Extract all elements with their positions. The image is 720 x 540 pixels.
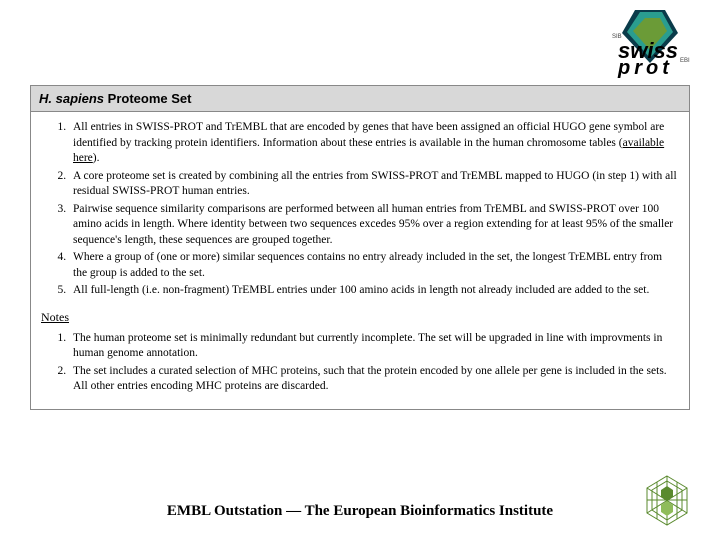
- ebi-logo: [642, 473, 692, 528]
- list-item: The human proteome set is minimally redu…: [69, 331, 679, 362]
- header-species: H. sapiens: [39, 91, 104, 106]
- list-item: A core proteome set is created by combin…: [69, 169, 679, 200]
- header-title: Proteome Set: [104, 91, 191, 106]
- item-text: Where a group of (one or more) similar s…: [73, 251, 662, 279]
- item-text: All entries in SWISS-PROT and TrEMBL tha…: [73, 121, 664, 149]
- steps-list: All entries in SWISS-PROT and TrEMBL tha…: [41, 120, 679, 299]
- list-item: The set includes a curated selection of …: [69, 364, 679, 395]
- svg-text:SIB: SIB: [612, 34, 622, 40]
- footer-text: EMBL Outstation — The European Bioinform…: [0, 503, 720, 520]
- panel-header: H. sapiens Proteome Set: [31, 86, 689, 112]
- list-item: All entries in SWISS-PROT and TrEMBL tha…: [69, 120, 679, 167]
- notes-heading: Notes: [41, 309, 679, 325]
- item-text-after: ).: [93, 152, 100, 164]
- panel-body: All entries in SWISS-PROT and TrEMBL tha…: [31, 112, 689, 409]
- list-item: Pairwise sequence similarity comparisons…: [69, 202, 679, 249]
- list-item: Where a group of (one or more) similar s…: [69, 250, 679, 281]
- item-text: A core proteome set is created by combin…: [73, 170, 677, 198]
- svg-text:EBI: EBI: [680, 58, 690, 64]
- list-item: All full-length (i.e. non-fragment) TrEM…: [69, 283, 679, 299]
- swissprot-logo: swiss prot SIB EBI: [550, 8, 690, 78]
- item-text: All full-length (i.e. non-fragment) TrEM…: [73, 284, 649, 296]
- notes-list: The human proteome set is minimally redu…: [41, 331, 679, 395]
- svg-text:prot: prot: [617, 57, 673, 78]
- item-text: Pairwise sequence similarity comparisons…: [73, 203, 673, 246]
- content-panel: H. sapiens Proteome Set All entries in S…: [30, 85, 690, 410]
